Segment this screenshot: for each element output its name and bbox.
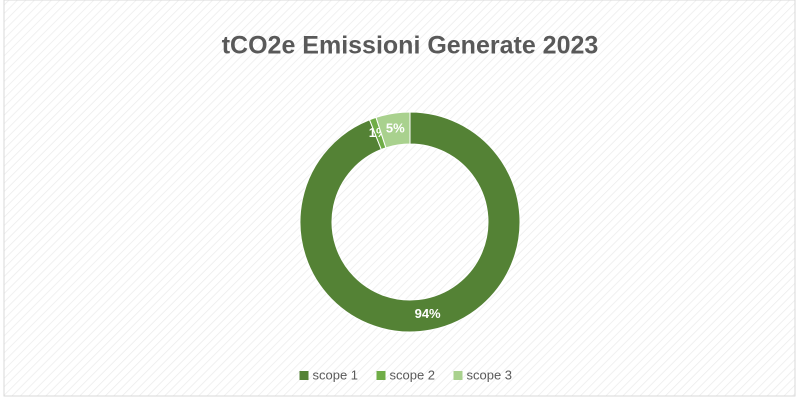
chart-title: tCO2e Emissioni Generate 2023 [222, 32, 599, 60]
slice-label: 94% [415, 306, 441, 321]
legend-swatch [299, 371, 309, 380]
legend-swatch [453, 371, 463, 380]
legend-label: scope 2 [390, 367, 436, 382]
slice-label: 5% [386, 121, 405, 136]
donut-slice [299, 111, 521, 333]
donut-slice [375, 111, 411, 149]
legend-label: scope 3 [467, 367, 513, 382]
legend-swatch [376, 371, 386, 380]
legend-label: scope 1 [313, 367, 359, 382]
